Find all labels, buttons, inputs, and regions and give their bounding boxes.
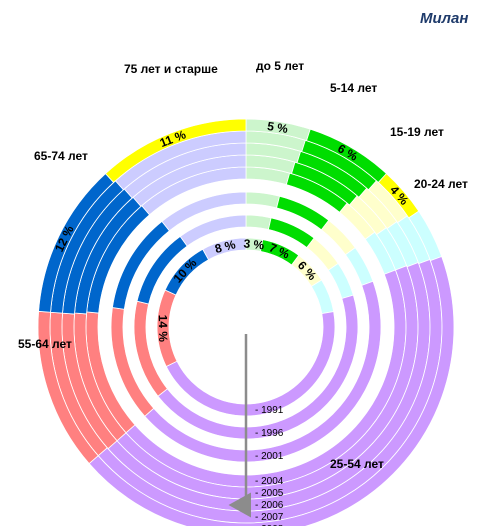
chart-title: Милан [420,10,468,27]
ring-edge-2008-1 [37,118,455,526]
label-55-64: 55-64 лет [18,337,72,351]
value-label-1991-7: 8 % [213,237,237,256]
label-75plus: 75 лет и старше [124,62,218,76]
year-label-2006: - 2006 [255,500,284,511]
value-label-1991-0: 3 % [243,236,265,252]
year-labels-group: - 1991- 1996- 2001- 2004- 2005- 2006- 20… [255,405,284,526]
ring-segment-1996-3 [327,262,354,299]
year-label-2001: - 2001 [255,451,284,462]
label-under5: до 5 лет [256,59,304,73]
category-labels-group: Милан до 5 лет 5-14 лет 15-19 лет 20-24 … [18,10,468,471]
year-label-2005: - 2005 [255,488,284,499]
label-15-19: 15-19 лет [390,125,444,139]
ring-segment-2001-0 [245,191,281,209]
ring-segment-1991-3 [310,279,335,315]
label-65-74: 65-74 лет [34,149,88,163]
year-label-2007: - 2007 [255,512,284,523]
ring-segment-1991-4 [165,311,336,417]
year-label-2008: - 2008 [255,524,284,526]
rings-group [37,118,455,526]
value-label-2008-0: 5 % [266,119,289,136]
year-label-1996: - 1996 [255,428,284,439]
value-label-1991-5: 14 % [156,315,170,343]
year-label-2004: - 2004 [255,476,284,487]
ring-edge-2008-0 [49,130,443,524]
label-5-14: 5-14 лет [330,81,377,95]
label-20-24: 20-24 лет [414,177,468,191]
year-label-1991: - 1991 [255,405,284,416]
label-25-54: 25-54 лет [330,457,384,471]
